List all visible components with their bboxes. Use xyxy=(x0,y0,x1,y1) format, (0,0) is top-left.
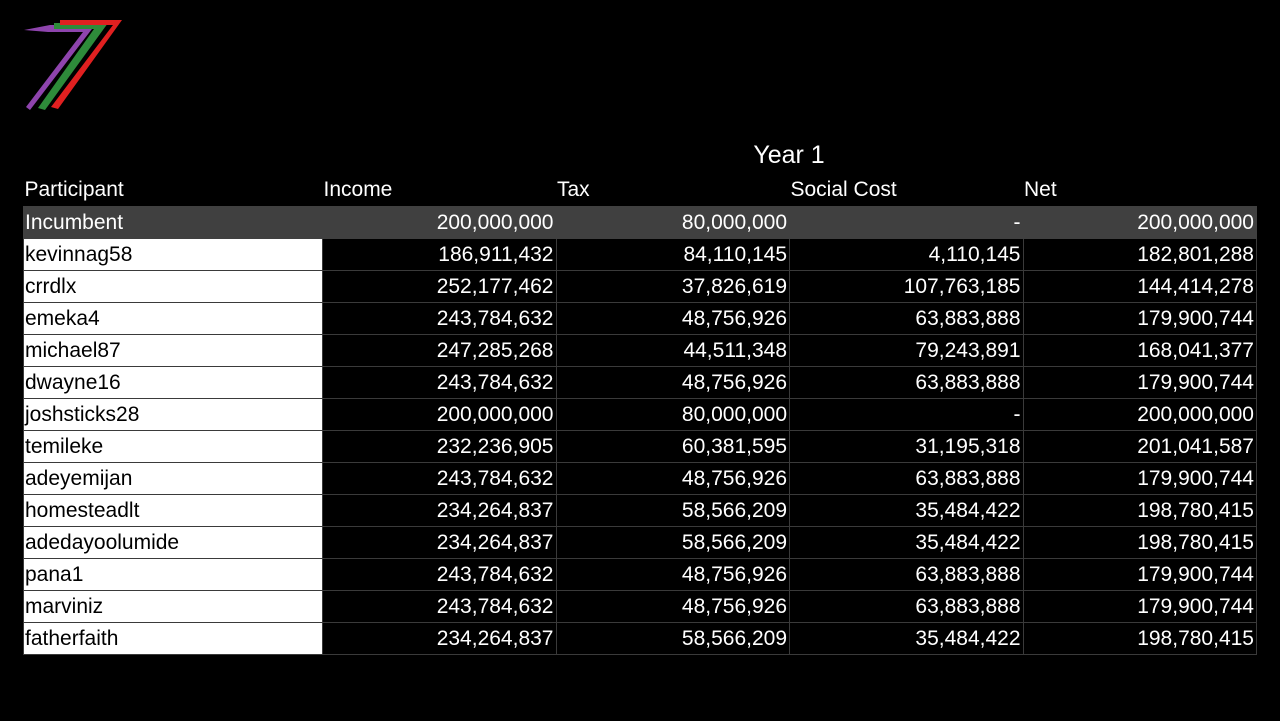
participant-cell: michael87 xyxy=(23,334,323,367)
stripe-seven-logo-icon xyxy=(24,20,122,110)
income-cell: 200,000,000 xyxy=(322,206,557,239)
social-cost-cell: 35,484,422 xyxy=(789,526,1024,559)
net-cell: 198,780,415 xyxy=(1022,494,1257,527)
income-cell: 234,264,837 xyxy=(322,622,557,655)
net-cell: 179,900,744 xyxy=(1022,366,1257,399)
tax-cell: 48,756,926 xyxy=(555,302,790,335)
social-cost-cell: 4,110,145 xyxy=(789,238,1024,271)
social-cost-cell: 63,883,888 xyxy=(789,558,1024,591)
income-cell: 234,264,837 xyxy=(322,526,557,559)
participant-cell: marviniz xyxy=(23,590,323,623)
net-cell: 179,900,744 xyxy=(1022,590,1257,623)
net-cell: 144,414,278 xyxy=(1022,270,1257,303)
social-cost-cell: 63,883,888 xyxy=(789,366,1024,399)
income-cell: 243,784,632 xyxy=(322,590,557,623)
table-row: adedayoolumide 234,264,837 58,566,209 35… xyxy=(23,526,1257,559)
income-cell: 243,784,632 xyxy=(322,462,557,495)
tax-cell: 48,756,926 xyxy=(555,558,790,591)
income-cell: 243,784,632 xyxy=(322,302,557,335)
income-cell: 247,285,268 xyxy=(322,334,557,367)
income-cell: 243,784,632 xyxy=(322,366,557,399)
tax-cell: 48,756,926 xyxy=(555,590,790,623)
table-row: fatherfaith 234,264,837 58,566,209 35,48… xyxy=(23,622,1257,655)
net-cell: 182,801,288 xyxy=(1022,238,1257,271)
participant-cell: adedayoolumide xyxy=(23,526,323,559)
participant-cell: dwayne16 xyxy=(23,366,323,399)
social-cost-cell: 63,883,888 xyxy=(789,590,1024,623)
social-cost-cell: 31,195,318 xyxy=(789,430,1024,463)
income-cell: 252,177,462 xyxy=(322,270,557,303)
participant-cell: pana1 xyxy=(23,558,323,591)
net-cell: 198,780,415 xyxy=(1022,622,1257,655)
social-cost-cell: 63,883,888 xyxy=(789,462,1024,495)
tax-cell: 80,000,000 xyxy=(555,206,790,239)
table-row: homesteadlt 234,264,837 58,566,209 35,48… xyxy=(23,494,1257,527)
net-cell: 179,900,744 xyxy=(1022,558,1257,591)
net-cell: 200,000,000 xyxy=(1022,206,1257,239)
social-cost-cell: 107,763,185 xyxy=(789,270,1024,303)
income-cell: 200,000,000 xyxy=(322,398,557,431)
participant-cell: homesteadlt xyxy=(23,494,323,527)
column-header-net: Net xyxy=(1024,178,1057,201)
social-cost-cell: 35,484,422 xyxy=(789,494,1024,527)
net-cell: 200,000,000 xyxy=(1022,398,1257,431)
tax-cell: 48,756,926 xyxy=(555,366,790,399)
participant-cell: fatherfaith xyxy=(23,622,323,655)
tax-cell: 58,566,209 xyxy=(555,494,790,527)
income-cell: 232,236,905 xyxy=(322,430,557,463)
results-table: Participant Income Tax Social Cost Net I… xyxy=(23,174,1257,655)
participant-cell: temileke xyxy=(23,430,323,463)
participant-cell: emeka4 xyxy=(23,302,323,335)
tax-cell: 80,000,000 xyxy=(555,398,790,431)
tax-cell: 37,826,619 xyxy=(555,270,790,303)
net-cell: 168,041,377 xyxy=(1022,334,1257,367)
table-row: kevinnag58 186,911,432 84,110,145 4,110,… xyxy=(23,238,1257,271)
participant-cell: adeyemijan xyxy=(23,462,323,495)
table-row: Incumbent 200,000,000 80,000,000 - 200,0… xyxy=(23,206,1257,239)
table-row: marviniz 243,784,632 48,756,926 63,883,8… xyxy=(23,590,1257,623)
social-cost-cell: - xyxy=(789,206,1024,239)
participant-cell: crrdlx xyxy=(23,270,323,303)
social-cost-cell: 79,243,891 xyxy=(789,334,1024,367)
tax-cell: 44,511,348 xyxy=(555,334,790,367)
column-header-tax: Tax xyxy=(557,178,590,201)
table-row: adeyemijan 243,784,632 48,756,926 63,883… xyxy=(23,462,1257,495)
tax-cell: 84,110,145 xyxy=(555,238,790,271)
tax-cell: 48,756,926 xyxy=(555,462,790,495)
table-row: joshsticks28 200,000,000 80,000,000 - 20… xyxy=(23,398,1257,431)
participant-cell: Incumbent xyxy=(23,206,323,239)
income-cell: 234,264,837 xyxy=(322,494,557,527)
income-cell: 243,784,632 xyxy=(322,558,557,591)
year-title: Year 1 xyxy=(753,141,825,169)
table-row: crrdlx 252,177,462 37,826,619 107,763,18… xyxy=(23,270,1257,303)
net-cell: 201,041,587 xyxy=(1022,430,1257,463)
table-row: temileke 232,236,905 60,381,595 31,195,3… xyxy=(23,430,1257,463)
header-row: Participant Income Tax Social Cost Net xyxy=(24,174,1257,207)
column-header-participant: Participant xyxy=(24,178,124,201)
table-row: emeka4 243,784,632 48,756,926 63,883,888… xyxy=(23,302,1257,335)
participant-cell: kevinnag58 xyxy=(23,238,323,271)
social-cost-cell: - xyxy=(789,398,1024,431)
table-row: dwayne16 243,784,632 48,756,926 63,883,8… xyxy=(23,366,1257,399)
net-cell: 179,900,744 xyxy=(1022,302,1257,335)
social-cost-cell: 63,883,888 xyxy=(789,302,1024,335)
tax-cell: 58,566,209 xyxy=(555,622,790,655)
column-header-income: Income xyxy=(323,178,393,201)
table-row: pana1 243,784,632 48,756,926 63,883,888 … xyxy=(23,558,1257,591)
column-header-social-cost: Social Cost xyxy=(790,178,897,201)
table-row: michael87 247,285,268 44,511,348 79,243,… xyxy=(23,334,1257,367)
participant-cell: joshsticks28 xyxy=(23,398,323,431)
net-cell: 179,900,744 xyxy=(1022,462,1257,495)
tax-cell: 58,566,209 xyxy=(555,526,790,559)
income-cell: 186,911,432 xyxy=(322,238,557,271)
net-cell: 198,780,415 xyxy=(1022,526,1257,559)
social-cost-cell: 35,484,422 xyxy=(789,622,1024,655)
tax-cell: 60,381,595 xyxy=(555,430,790,463)
